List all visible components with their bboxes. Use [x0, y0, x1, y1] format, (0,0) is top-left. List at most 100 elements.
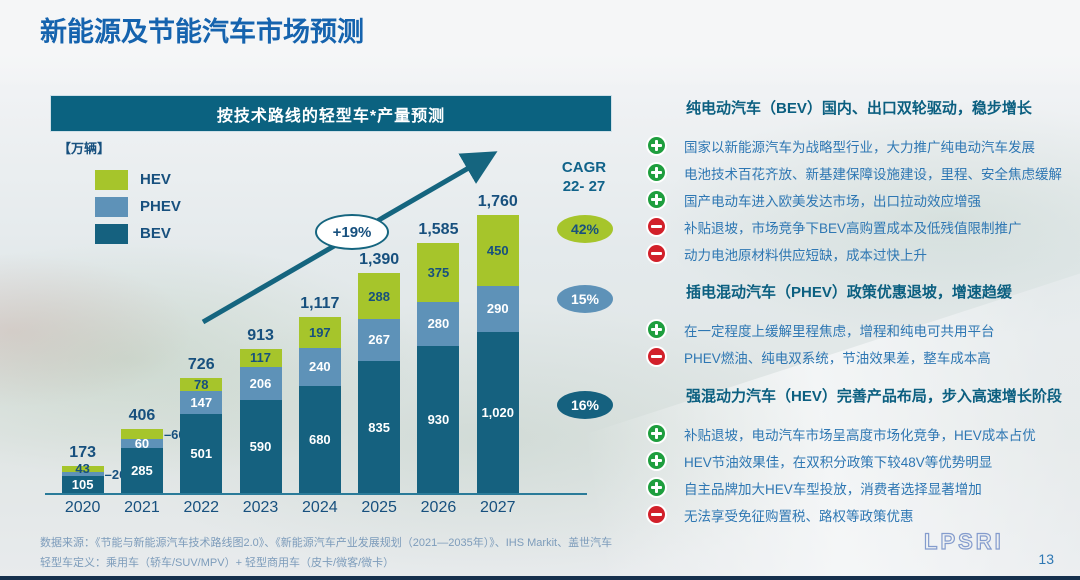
- bar-value-hev-2022: 78: [194, 376, 209, 392]
- bar-segment-bev-2026: 930: [417, 346, 460, 493]
- chart-panel: 按技术路线的轻型车*产量预测 【万辆】 HEV PHEV BEV +19% CAGR…: [45, 92, 645, 528]
- bar-value-hev-2024: 197: [308, 324, 331, 340]
- minus-icon: [648, 245, 665, 262]
- plus-icon: [648, 137, 665, 154]
- chart-legend: HEV PHEV BEV: [95, 166, 181, 247]
- legend-label-phev: PHEV: [140, 198, 181, 215]
- x-axis-label-2022: 2022: [183, 499, 220, 516]
- bar-value-phev-2024: 240: [308, 359, 331, 375]
- plus-icon: [648, 164, 665, 181]
- commentary-section-1: 插电混动汽车（PHEV）政策优惠退坡，增速趋缓在一定程度上缓解里程焦虑，增程和纯…: [648, 282, 1078, 370]
- bar-value-bev-2020: 105: [71, 477, 94, 493]
- plus-icon: [648, 425, 665, 442]
- bar-2021: 285 60: [120, 429, 163, 493]
- plus-icon: [648, 321, 665, 338]
- bullet-0-1: 电池技术百花齐放、新基建保障设施建设，里程、安全焦虑缓解: [648, 159, 1078, 186]
- section-heading-1: 插电混动汽车（PHEV）政策优惠退坡，增速趋缓: [686, 284, 1012, 301]
- bar-segment-hev-2020: 43: [61, 462, 104, 475]
- x-axis-label-2026: 2026: [420, 499, 457, 516]
- legend-label-bev: BEV: [140, 225, 171, 242]
- bullet-2-3: 无法享受免征购置税、路权等政策优惠: [648, 501, 1078, 528]
- bullet-text-2-0: 补贴退坡，电动汽车市场呈高度市场化竞争，HEV成本占优: [684, 427, 1036, 443]
- bar-segment-phev-2020: [61, 472, 104, 477]
- bar-value-bev-2026: 930: [427, 412, 450, 428]
- plus-icon: [648, 191, 665, 208]
- bullet-text-0-4: 动力电池原材料供应短缺，成本过快上升: [684, 247, 927, 263]
- bar-total-2025: 1,390: [359, 251, 400, 269]
- bar-segment-bev-2020: 105: [61, 476, 104, 493]
- bar-segment-phev-2024: 240: [298, 347, 341, 386]
- cagr-header-line1: CAGR: [561, 159, 607, 176]
- bullet-text-1-1: PHEV燃油、纯电双系统，节油效果差，整车成本高: [684, 350, 991, 366]
- bar-segment-phev-2026: 280: [417, 301, 460, 347]
- bar-column-2022: 501 147 78 726 2022: [172, 92, 231, 528]
- bar-value-hev-2026: 375: [427, 264, 450, 280]
- bar-value-phev-2025: 267: [368, 332, 390, 348]
- bar-value-phev-2023: 206: [249, 376, 272, 391]
- legend-swatch-bev: [95, 223, 128, 244]
- bar-column-2020: –26 105 43 173 2020: [53, 92, 126, 528]
- bar-value-phev-2022: 147: [190, 394, 213, 410]
- minus-icon: [648, 218, 665, 235]
- bar-2020: 105 43: [61, 462, 104, 493]
- section-heading-2: 强混动力汽车（HEV）完善产品布局，步入高速增长阶段: [686, 388, 1062, 405]
- bar-2025: 835 267 288: [358, 273, 401, 493]
- bullet-2-0: 补贴退坡，电动汽车市场呈高度市场化竞争，HEV成本占优: [648, 420, 1078, 447]
- logo: LPSRI: [923, 528, 1004, 554]
- page-title: 新能源及节能汽车市场预测: [40, 17, 364, 47]
- bar-column-2021: –60 285 60 406 2021: [112, 92, 186, 528]
- chart-title-banner: 按技术路线的轻型车*产量预测: [50, 95, 612, 132]
- bar-value-hev-2020: 43: [75, 461, 90, 477]
- bottom-accent-bar: [0, 576, 1080, 580]
- x-axis-label-2020: 2020: [64, 499, 101, 516]
- legend-item-hev: HEV: [95, 166, 181, 193]
- bar-segment-hev-2024: 197: [298, 316, 341, 348]
- bar-segment-phev-2027: 290: [476, 286, 519, 332]
- bullet-1-0: 在一定程度上缓解里程焦虑，增程和纯电可共用平台: [648, 316, 1078, 343]
- legend-item-bev: BEV: [95, 220, 181, 247]
- bar-segment-hev-2023: 117: [239, 348, 282, 368]
- bar-segment-bev-2022: 501: [180, 413, 223, 493]
- bar-column-2024: 680 240 197 1,117 2024: [290, 92, 349, 528]
- bar-value-hev-2021: –60: [163, 426, 186, 442]
- x-axis-label-2027: 2027: [479, 499, 516, 516]
- bar-segment-hev-2026: 375: [417, 242, 460, 302]
- bar-value-bev-2025: 835: [368, 419, 390, 435]
- plus-icon: [648, 479, 665, 496]
- bullet-text-0-0: 国家以新能源汽车为战略型行业，大力推广纯电动汽车发展: [684, 139, 1035, 155]
- bar-value-phev-2021: 60: [134, 435, 150, 451]
- bar-segment-bev-2027: 1,020: [476, 331, 519, 493]
- bar-segment-bev-2021: 285: [120, 447, 163, 493]
- bar-value-hev-2027: 450: [486, 242, 509, 258]
- bar-2026: 930 280 375: [417, 242, 460, 493]
- bar-2023: 590 206 117: [239, 348, 282, 493]
- bullet-0-0: 国家以新能源汽车为战略型行业，大力推广纯电动汽车发展: [648, 132, 1078, 159]
- cagr-badge-hev: 42%: [557, 215, 613, 243]
- commentary-section-2: 强混动力汽车（HEV）完善产品布局，步入高速增长阶段 补贴退坡，电动汽车市场呈高度…: [648, 386, 1078, 528]
- bar-segment-phev-2022: 147: [180, 390, 223, 414]
- bar-value-bev-2024: 680: [308, 431, 331, 447]
- commentary-panel: 纯电动汽车（BEV）国内、出口双轮驱动，稳步增长 国家以新能源汽车为战略型行业，大…: [648, 92, 1078, 528]
- bar-segment-phev-2025: 267: [358, 318, 401, 362]
- bar-segment-bev-2023: 590: [239, 399, 282, 493]
- plus-icon: [648, 452, 665, 469]
- bar-total-2027: 1,760: [477, 192, 518, 210]
- logo-text: LPSRI: [924, 529, 1004, 554]
- bar-value-phev-2026: 280: [427, 316, 450, 332]
- bar-column-2023: 590 206 117 913 2023: [231, 92, 290, 528]
- bullet-text-2-2: 自主品牌加大HEV车型投放，消费者选择显著增加: [684, 481, 982, 497]
- legend-item-phev: PHEV: [95, 193, 181, 220]
- bar-column-2026: 930 280 375 1,585 2026: [409, 92, 468, 528]
- bar-segment-hev-2025: 288: [358, 273, 401, 319]
- x-axis-label-2025: 2025: [361, 499, 397, 516]
- page-number: 13: [1038, 551, 1054, 567]
- bar-segment-bev-2024: 680: [298, 385, 341, 493]
- legend-swatch-hev: [95, 169, 128, 190]
- footer-definition-line: 轻型车定义：乘用车（轿车/SUV/MPV）+ 轻型商用车（皮卡/微客/微卡）: [40, 557, 395, 569]
- footer-source-line: 数据来源：《节能与新能源汽车技术路线图2.0》、《新能源汽车产业发展规划（202…: [40, 537, 613, 549]
- bullet-text-2-1: HEV节油效果佳，在双积分政策下较48V等优势明显: [684, 454, 993, 470]
- bar-segment-phev-2023: 206: [239, 367, 282, 400]
- bar-total-2024: 1,117: [300, 294, 340, 312]
- cagr-header-line2: 22- 27: [562, 178, 606, 195]
